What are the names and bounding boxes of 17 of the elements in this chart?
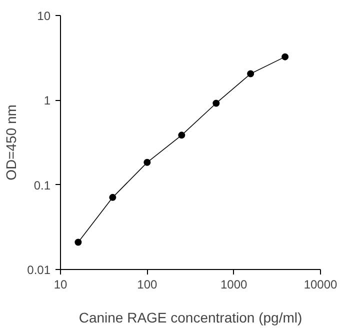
point xyxy=(247,70,254,78)
y-tick-label: 10 xyxy=(37,9,51,23)
point xyxy=(212,100,220,107)
point xyxy=(282,53,289,60)
point xyxy=(109,194,116,201)
x-tick-label: 100 xyxy=(137,278,158,292)
point xyxy=(74,238,82,246)
point xyxy=(178,132,186,139)
y-axis-title: OD=450 nm xyxy=(3,104,20,180)
y-tick-label: 0.1 xyxy=(34,178,51,192)
x-axis-title: Canine RAGE concentration (pg/ml) xyxy=(78,310,302,326)
y-tick-label: 1 xyxy=(44,94,51,108)
x-tick-label: 10 xyxy=(54,278,68,292)
x-tick-label: 10000 xyxy=(304,278,338,292)
y-tick-label: 0.01 xyxy=(27,263,51,277)
point xyxy=(144,158,151,166)
x-tick-label: 1000 xyxy=(220,278,248,292)
